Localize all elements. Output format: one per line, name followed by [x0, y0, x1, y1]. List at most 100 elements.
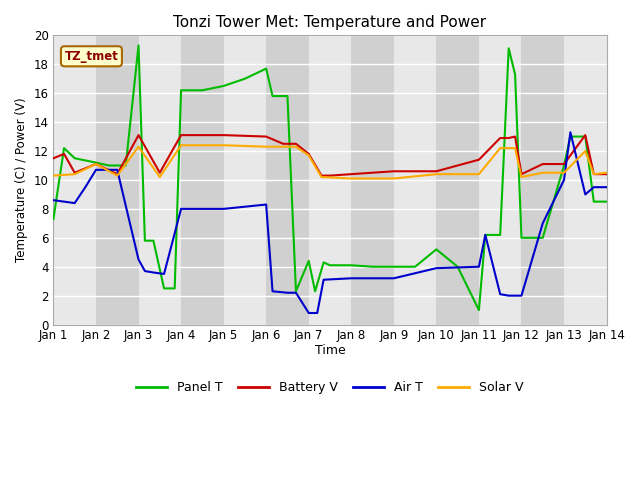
Battery V — [262, 134, 270, 140]
Battery V — [156, 170, 164, 176]
Air T — [220, 206, 227, 212]
Bar — [564, 36, 607, 324]
Solar V — [505, 145, 513, 151]
Line: Battery V: Battery V — [53, 135, 607, 176]
Air T — [71, 200, 79, 206]
Bar — [96, 36, 138, 324]
Panel T — [320, 260, 328, 265]
Solar V — [433, 171, 440, 177]
Battery V — [326, 173, 334, 179]
Panel T — [454, 264, 461, 270]
Panel T — [603, 199, 611, 204]
Solar V — [262, 144, 270, 150]
Panel T — [141, 238, 148, 243]
Solar V — [134, 144, 142, 150]
Air T — [603, 184, 611, 190]
Solar V — [279, 144, 287, 150]
Solar V — [560, 170, 568, 176]
Y-axis label: Temperature (C) / Power (V): Temperature (C) / Power (V) — [15, 97, 28, 262]
Air T — [320, 277, 328, 283]
Panel T — [582, 134, 589, 140]
Panel T — [590, 199, 598, 204]
Solar V — [582, 148, 589, 154]
Bar — [351, 36, 394, 324]
Air T — [539, 220, 547, 226]
Line: Solar V: Solar V — [53, 145, 607, 179]
Air T — [566, 129, 574, 135]
Panel T — [412, 264, 419, 270]
Solar V — [305, 153, 312, 158]
Battery V — [582, 132, 589, 138]
Bar — [479, 36, 522, 324]
Panel T — [60, 145, 68, 151]
Panel T — [122, 163, 129, 168]
Solar V — [497, 145, 504, 151]
Solar V — [590, 171, 598, 177]
Air T — [305, 310, 312, 316]
Air T — [314, 310, 321, 316]
Solar V — [156, 174, 164, 180]
Solar V — [177, 143, 185, 148]
Panel T — [311, 288, 319, 294]
Bar — [138, 36, 181, 324]
Air T — [262, 202, 270, 207]
Solar V — [49, 173, 57, 179]
Panel T — [262, 66, 270, 72]
Panel T — [475, 307, 483, 313]
Battery V — [317, 173, 325, 179]
Air T — [134, 257, 142, 263]
Battery V — [71, 170, 79, 176]
Air T — [177, 206, 185, 212]
Battery V — [49, 156, 57, 161]
Panel T — [177, 87, 185, 93]
Panel T — [390, 264, 397, 270]
Panel T — [198, 87, 206, 93]
Solar V — [220, 143, 227, 148]
Solar V — [113, 173, 121, 179]
Battery V — [603, 171, 611, 177]
Panel T — [433, 247, 440, 252]
Panel T — [497, 232, 504, 238]
Solar V — [317, 174, 325, 180]
Panel T — [369, 264, 376, 270]
Bar — [522, 36, 564, 324]
Solar V — [292, 144, 300, 150]
Air T — [92, 167, 100, 173]
Air T — [348, 276, 355, 281]
Battery V — [292, 141, 300, 147]
Panel T — [284, 93, 291, 99]
Air T — [292, 290, 300, 296]
Panel T — [481, 232, 489, 238]
Bar — [266, 36, 308, 324]
Air T — [269, 288, 276, 294]
Battery V — [60, 151, 68, 157]
Air T — [475, 264, 483, 270]
Line: Panel T: Panel T — [53, 46, 607, 310]
Panel T — [326, 263, 334, 268]
Solar V — [390, 176, 397, 181]
Panel T — [150, 238, 157, 243]
Text: TZ_tmet: TZ_tmet — [65, 50, 118, 63]
Battery V — [113, 171, 121, 177]
Battery V — [560, 161, 568, 167]
Battery V — [134, 132, 142, 138]
Panel T — [171, 286, 179, 291]
Air T — [390, 276, 397, 281]
Panel T — [539, 235, 547, 240]
Bar — [394, 36, 436, 324]
Battery V — [177, 132, 185, 138]
Air T — [511, 293, 519, 299]
Solar V — [92, 161, 100, 167]
Panel T — [71, 156, 79, 161]
Panel T — [220, 83, 227, 89]
Battery V — [279, 141, 287, 147]
Air T — [141, 268, 148, 274]
Line: Air T: Air T — [53, 132, 607, 313]
Air T — [433, 265, 440, 271]
Battery V — [305, 151, 312, 157]
Air T — [160, 271, 168, 277]
Solar V — [348, 176, 355, 181]
Panel T — [348, 263, 355, 268]
Panel T — [92, 160, 100, 166]
Solar V — [511, 145, 519, 151]
